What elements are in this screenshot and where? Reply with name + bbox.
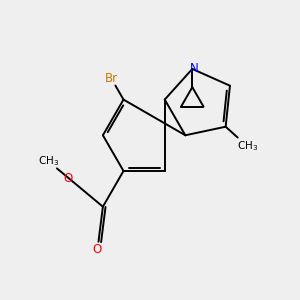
Text: CH$_3$: CH$_3$ xyxy=(237,140,258,153)
Text: Br: Br xyxy=(105,72,118,85)
Text: N: N xyxy=(190,62,199,75)
Text: O: O xyxy=(92,244,102,256)
Text: O: O xyxy=(63,172,73,185)
Text: CH$_3$: CH$_3$ xyxy=(38,154,59,168)
